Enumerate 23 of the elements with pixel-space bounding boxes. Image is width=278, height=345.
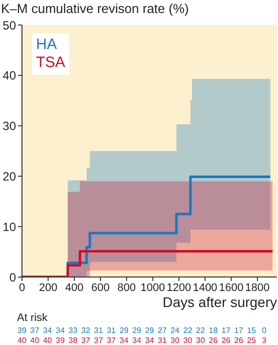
text: TSA <box>36 54 66 72</box>
y-axis-title: K–M cumulative revison rate (%) <box>1 1 189 16</box>
y-tick-label: 40 <box>2 68 16 83</box>
text: 40 40 40 39 38 37 37 37 34 34 34 31 30 30 30 26 26 26 25 3 <box>18 336 266 345</box>
x-tick-label: 1600 <box>218 282 244 294</box>
y-tick-label: 0 <box>9 270 16 284</box>
x-tick-label: 1400 <box>192 282 218 294</box>
x-tick-label: 1000 <box>140 282 166 294</box>
x-tick-label: 400 <box>65 282 84 294</box>
y-tick-label: 30 <box>2 119 16 134</box>
text: At risk <box>17 312 48 324</box>
x-axis-title: Days after surgery <box>162 294 277 310</box>
text: 39 37 34 34 33 32 31 31 29 29 29 27 24 22 22 18 17 17 15 0 <box>18 326 266 335</box>
x-tick-label: 200 <box>38 282 58 294</box>
x-tick-label: 800 <box>117 282 136 294</box>
y-tick-label: 20 <box>2 169 16 184</box>
y-tick-label: 50 <box>2 18 16 32</box>
x-tick-label: 1800 <box>245 282 270 294</box>
x-tick-label: 600 <box>91 282 110 294</box>
text: HA <box>36 36 58 54</box>
x-tick-label: 0 <box>18 282 26 294</box>
x-tick-label: 1200 <box>166 282 192 294</box>
y-tick-label: 10 <box>2 220 16 234</box>
